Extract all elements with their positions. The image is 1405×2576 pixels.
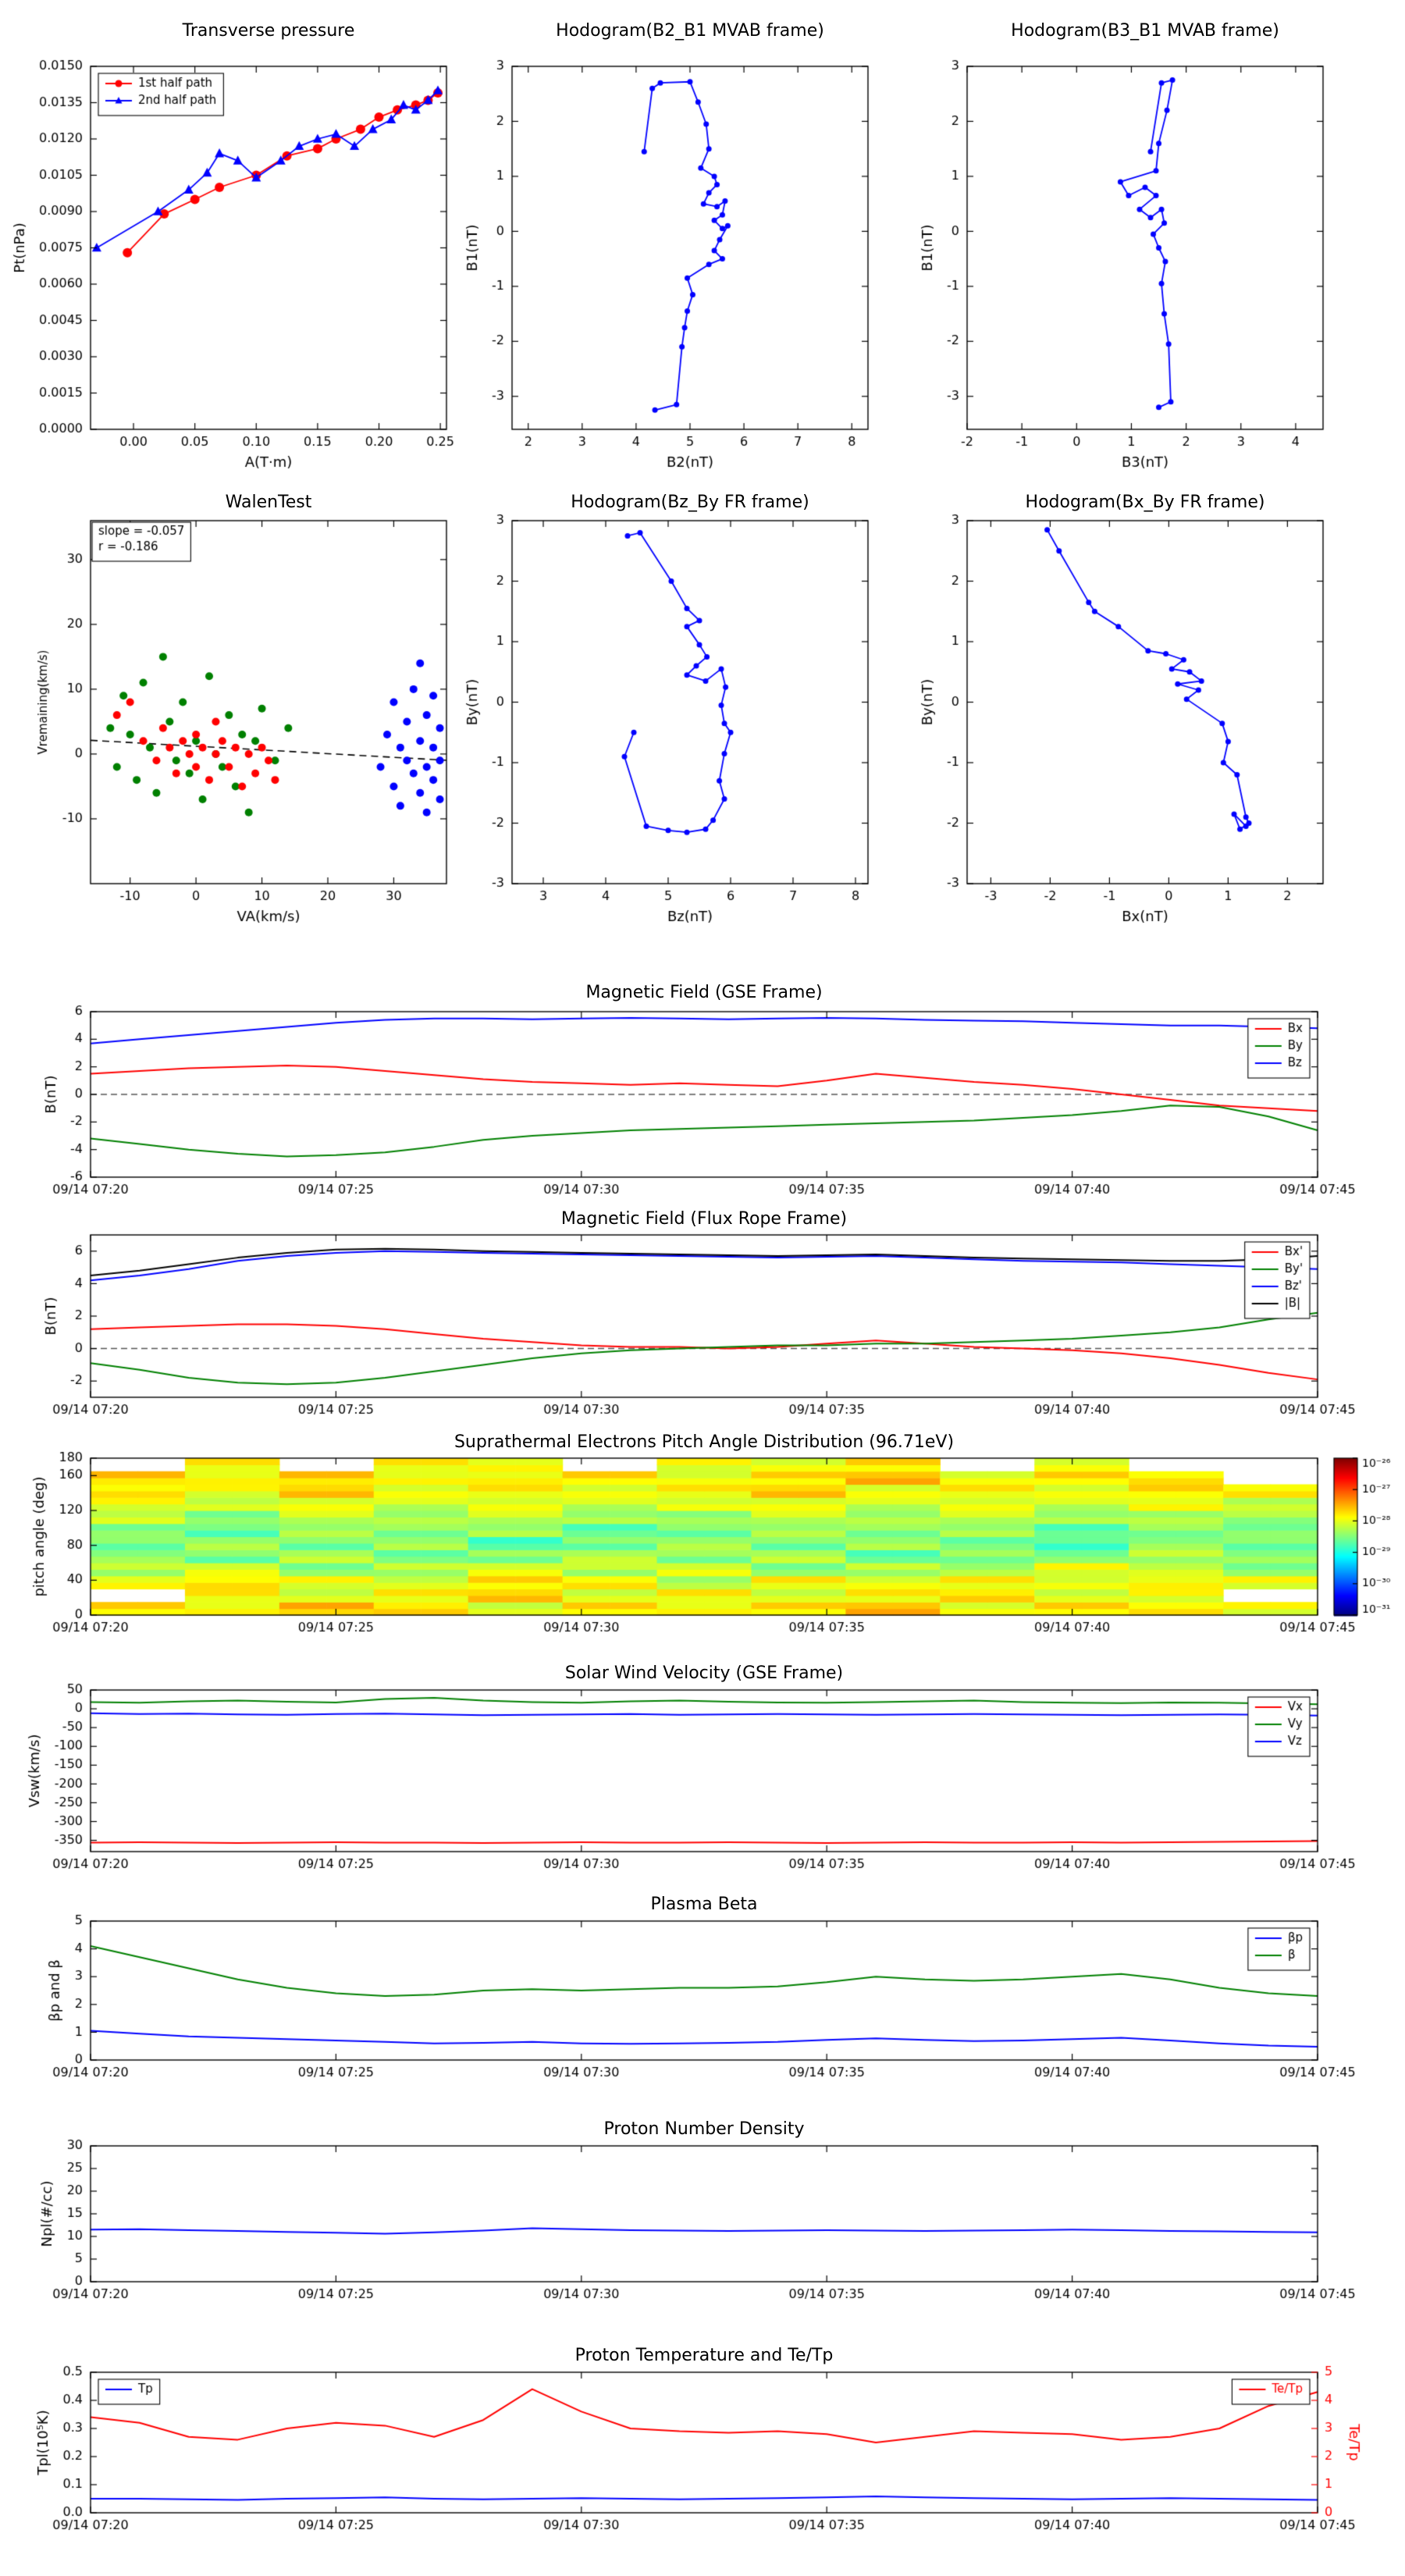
- transverse-pressure-plot: [8, 59, 476, 496]
- title-hodogram-bx-by: Hodogram(Bx_By FR frame): [1025, 493, 1265, 512]
- magnetic-field-gse-plot: [0, 1002, 1405, 1229]
- title-transverse-pressure: Transverse pressure: [182, 21, 355, 41]
- hodogram-bz-by-plot: [429, 513, 898, 950]
- electron-pad-spectrogram: [0, 1449, 1405, 1663]
- plasma-beta-plot: [0, 1912, 1405, 2108]
- title-magnetic-field-gse: Magnetic Field (GSE Frame): [585, 983, 823, 1002]
- title-walen-test: WalenTest: [225, 493, 312, 512]
- walen-test-plot: [8, 513, 476, 950]
- magnetic-field-fr-plot: [0, 1226, 1405, 1444]
- solar-wind-velocity-plot: [0, 1681, 1405, 1900]
- proton-temperature-plot: [0, 2363, 1405, 2561]
- title-hodogram-b2-b1: Hodogram(B2_B1 MVAB frame): [556, 21, 824, 41]
- hodogram-b3-b1-plot: [884, 59, 1353, 496]
- title-hodogram-bz-by: Hodogram(Bz_By FR frame): [571, 493, 809, 512]
- hodogram-bx-by-plot: [884, 513, 1353, 950]
- title-proton-temperature: Proton Temperature and Te/Tp: [574, 2346, 834, 2365]
- proton-density-plot: [0, 2137, 1405, 2330]
- hodogram-b2-b1-plot: [429, 59, 898, 496]
- title-hodogram-b3-b1: Hodogram(B3_B1 MVAB frame): [1011, 21, 1279, 41]
- title-proton-density: Proton Number Density: [603, 2119, 805, 2139]
- title-solar-wind-velocity: Solar Wind Velocity (GSE Frame): [564, 1663, 844, 1683]
